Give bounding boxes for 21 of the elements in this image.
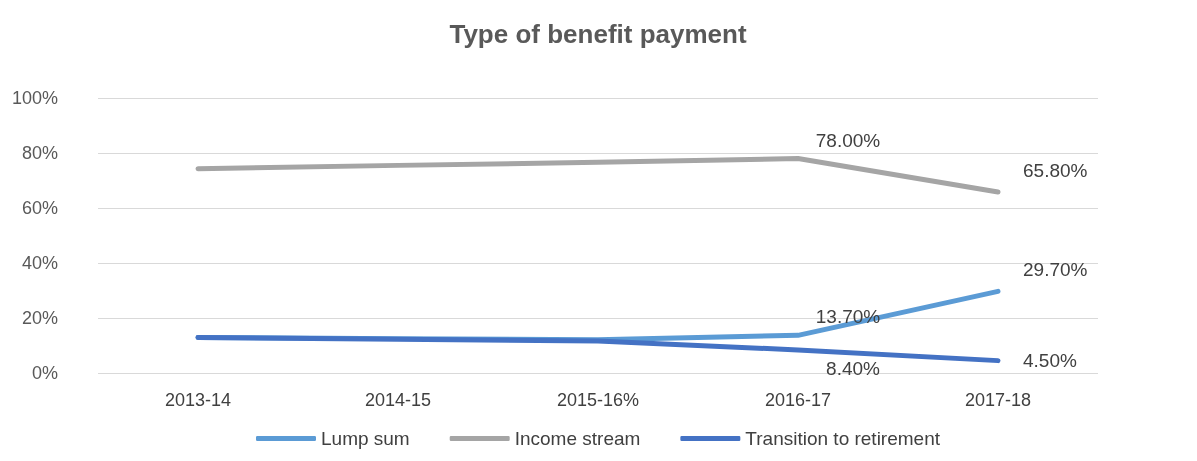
y-tick-label: 60% — [21, 198, 58, 218]
legend-label: Income stream — [514, 428, 641, 449]
y-tick-label: 80% — [21, 143, 58, 163]
x-tick-label: 2013-14 — [164, 390, 232, 410]
data-label: 78.00% — [815, 129, 881, 151]
data-label: 8.40% — [826, 357, 881, 379]
data-label: 13.70% — [815, 306, 881, 328]
y-tick-label: 0% — [31, 363, 58, 383]
data-label: 4.50% — [1023, 350, 1077, 372]
x-tick-label: 2015-16% — [556, 390, 640, 410]
x-tick-label: 2014-15 — [364, 390, 432, 410]
y-tick-label: 40% — [21, 253, 58, 273]
data-label: 29.70% — [1023, 258, 1088, 280]
x-tick-label: 2016-17 — [764, 390, 832, 410]
x-tick-label: 2017-18 — [964, 390, 1032, 410]
legend-label: Lump sum — [321, 428, 410, 449]
chart-title: Type of benefit payment — [449, 19, 747, 49]
y-tick-label: 20% — [21, 308, 58, 328]
legend-label: Transition to retirement — [745, 428, 941, 449]
y-tick-label: 100% — [11, 88, 58, 108]
data-label: 65.80% — [1023, 159, 1088, 181]
